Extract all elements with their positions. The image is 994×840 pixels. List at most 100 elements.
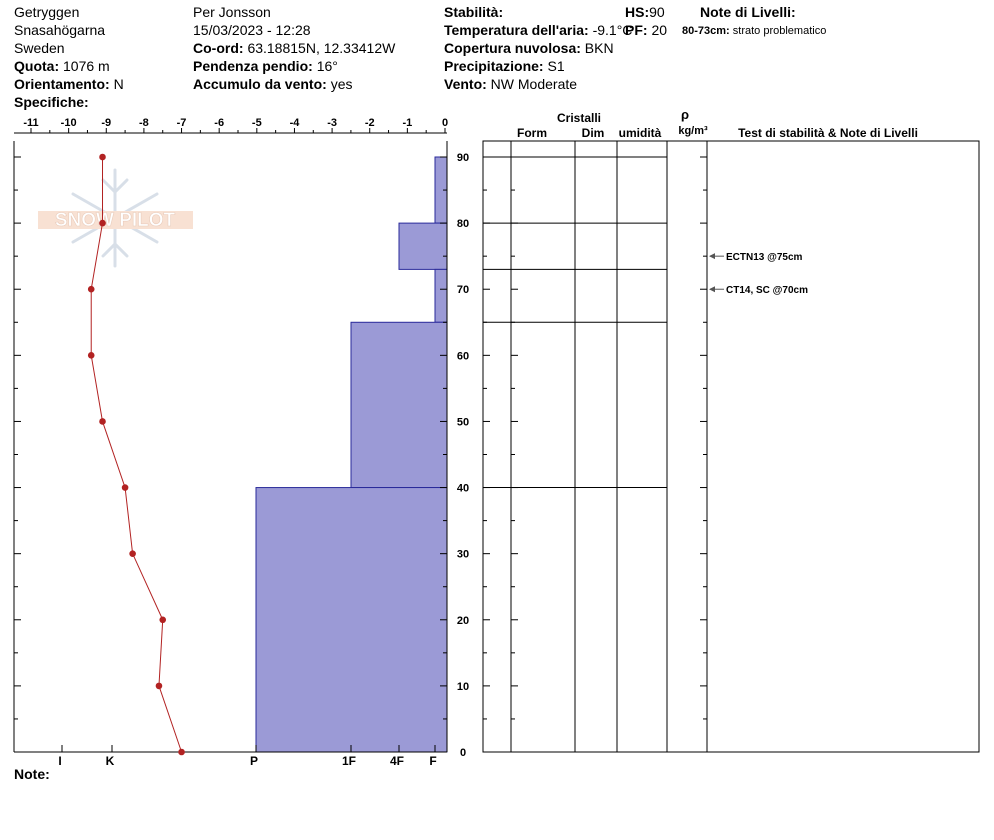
- height-tick-label: 90: [457, 152, 469, 164]
- stabilita-label: Stabilità:: [444, 4, 504, 20]
- hardness-bar: [434, 268, 448, 323]
- quota: Quota: 1076 m: [14, 57, 110, 75]
- height-tick-label: 40: [457, 483, 469, 495]
- hardness-tick-label: K: [106, 754, 115, 768]
- stabilita: Stabilità:: [444, 3, 503, 21]
- layer-table: Cristalli Form Dim umidità ρ kg/m³ Test …: [482, 107, 980, 753]
- left-height-axis: [13, 141, 447, 753]
- col-rho-unit: kg/m³: [678, 125, 708, 137]
- pf-value: 20: [651, 22, 668, 38]
- coord-value: 63.18815N, 12.33412W: [247, 40, 396, 56]
- orient-value: N: [113, 76, 124, 92]
- note-livelli-range: 80-73cm:: [682, 25, 730, 37]
- arrow-left-icon: [709, 286, 715, 293]
- temperature-profile: [87, 153, 185, 756]
- pf: PF: 20: [625, 21, 667, 39]
- table-height-ticks: [483, 156, 707, 753]
- hardness-tick-label: I: [58, 754, 61, 768]
- arrow-left-icon: [709, 253, 715, 260]
- pendenza-label: Pendenza pendio:: [193, 58, 313, 74]
- accumulo-label: Accumulo da vento:: [193, 76, 327, 92]
- copertura-value: BKN: [584, 40, 614, 56]
- temperature-point: [87, 285, 95, 293]
- accumulo: Accumulo da vento: yes: [193, 75, 352, 93]
- temperature-point: [121, 484, 129, 491]
- col-test: Test di stabilità & Note di Livelli: [738, 126, 918, 140]
- hs-label: HS:: [625, 4, 650, 20]
- temperatura: Temperatura dell'aria: -9.1°C: [444, 21, 632, 39]
- datetime: 15/03/2023 - 12:28: [193, 22, 311, 38]
- temperature-point: [178, 748, 185, 756]
- note-livelli-entry: 80-73cm: strato problematico: [682, 22, 826, 40]
- height-tick-label: 70: [457, 284, 469, 296]
- pendenza: Pendenza pendio: 16°: [193, 57, 338, 75]
- region: Snasahögarna: [14, 22, 106, 38]
- copertura: Copertura nuvolosa: BKN: [444, 39, 614, 57]
- orientamento: Orientamento: N: [14, 75, 124, 93]
- temperature-point: [99, 219, 106, 227]
- temp-tick-label: -6: [214, 117, 224, 129]
- note-livelli-text: strato problematico: [732, 25, 827, 37]
- country: Sweden: [14, 40, 65, 56]
- note-livelli-label: Note di Livelli:: [700, 4, 796, 20]
- height-tick-label: 80: [457, 218, 469, 230]
- hardness-profile: [255, 156, 448, 753]
- pf-label: PF:: [625, 22, 648, 38]
- temp-tick-label: 0: [442, 117, 448, 129]
- location: Getryggen: [14, 4, 80, 20]
- quota-value: 1076 m: [63, 58, 110, 74]
- note-livelli: Note di Livelli:: [700, 3, 796, 21]
- hardness-tick-label: 1F: [342, 754, 356, 768]
- note: Note:: [14, 765, 50, 783]
- specifiche-label: Specifiche:: [14, 94, 89, 110]
- snowflake-watermark-icon: SNOW PILOT: [38, 168, 193, 268]
- col-cristalli: Cristalli: [557, 111, 601, 125]
- vento-label: Vento:: [444, 76, 487, 92]
- temp-tick-label: -4: [290, 117, 301, 129]
- height-tick-label: 20: [457, 615, 469, 627]
- temperature-axis: -11 -10 -9 -8 -7 -6 -5 -4 -3 -2 -1 0: [14, 117, 448, 134]
- temp-tick-label: -10: [61, 117, 77, 129]
- orient-label: Orientamento:: [14, 76, 110, 92]
- copertura-label: Copertura nuvolosa:: [444, 40, 581, 56]
- temperature-point: [155, 682, 163, 690]
- height-axis-labels: 0 10 20 30 40 50 60 70 80 90: [457, 152, 469, 759]
- hardness-bar: [350, 321, 448, 489]
- temp-tick-label: -3: [327, 117, 337, 129]
- hardness-bar: [398, 222, 448, 270]
- stability-test-label: CT14, SC @70cm: [726, 285, 808, 296]
- temperature-point: [99, 418, 106, 425]
- height-tick-label: 50: [457, 416, 469, 428]
- hardness-tick-label: F: [429, 754, 436, 768]
- precip-value: S1: [547, 58, 565, 74]
- temperature-point: [99, 153, 106, 161]
- note-label: Note:: [14, 766, 50, 782]
- temperature-point: [129, 550, 136, 557]
- quota-label: Quota:: [14, 58, 60, 74]
- hardness-tick-label: P: [250, 754, 258, 768]
- height-tick-label: 10: [457, 681, 469, 693]
- pendenza-value: 16°: [316, 58, 338, 74]
- temperature-line: [90, 157, 183, 753]
- precip-label: Precipitazione:: [444, 58, 544, 74]
- col-dim: Dim: [582, 126, 605, 140]
- coord: Co-ord: 63.18815N, 12.33412W: [193, 39, 395, 57]
- temp-tick-label: -8: [139, 117, 149, 129]
- hs: HS:90: [625, 3, 665, 21]
- hs-value: 90: [649, 4, 665, 20]
- col-form: Form: [517, 126, 547, 140]
- vento-value: NW Moderate: [490, 76, 578, 92]
- temp-tick-label: -7: [177, 117, 187, 129]
- precipitazione: Precipitazione: S1: [444, 57, 565, 75]
- hardness-bar: [255, 487, 448, 753]
- watermark-text: SNOW PILOT: [55, 210, 176, 231]
- stability-test-label: ECTN13 @75cm: [726, 252, 803, 263]
- observer: Per Jonsson: [193, 4, 271, 20]
- temp-tick-label: -9: [101, 117, 111, 129]
- accumulo-value: yes: [330, 76, 353, 92]
- temperature-point: [87, 352, 95, 359]
- temp-value: -9.1°C: [592, 22, 633, 38]
- table-frame: [482, 140, 980, 753]
- temperature-point: [159, 616, 167, 624]
